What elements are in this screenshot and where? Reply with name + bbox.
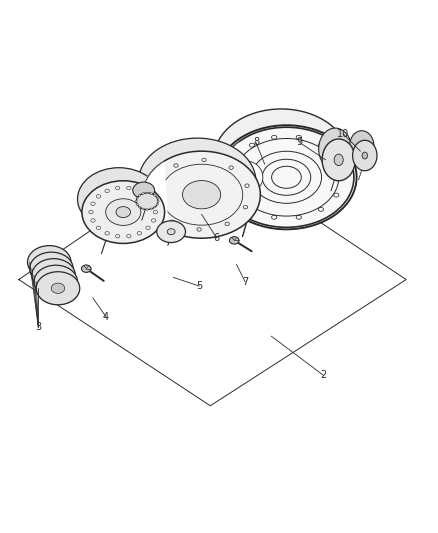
Ellipse shape (143, 151, 260, 238)
Ellipse shape (127, 187, 131, 190)
Text: 4: 4 (103, 312, 109, 321)
Ellipse shape (82, 181, 165, 244)
Ellipse shape (322, 139, 355, 181)
Ellipse shape (105, 189, 110, 192)
Ellipse shape (136, 197, 138, 199)
Ellipse shape (138, 206, 141, 208)
Ellipse shape (362, 152, 367, 159)
Ellipse shape (135, 200, 138, 202)
Ellipse shape (146, 195, 150, 198)
Ellipse shape (139, 198, 152, 207)
Ellipse shape (214, 109, 349, 209)
Ellipse shape (157, 200, 159, 202)
Ellipse shape (146, 208, 148, 211)
Ellipse shape (183, 181, 221, 209)
Ellipse shape (49, 277, 63, 287)
Ellipse shape (32, 259, 75, 292)
Ellipse shape (81, 265, 91, 272)
Ellipse shape (78, 168, 160, 230)
Ellipse shape (136, 204, 138, 205)
Ellipse shape (105, 231, 110, 235)
Text: 9: 9 (297, 138, 303, 148)
Polygon shape (143, 161, 168, 230)
Ellipse shape (146, 226, 150, 230)
Text: 6: 6 (214, 233, 220, 243)
Text: 3: 3 (35, 322, 42, 333)
Ellipse shape (156, 204, 158, 205)
Ellipse shape (150, 208, 152, 209)
Ellipse shape (89, 211, 93, 214)
Ellipse shape (154, 195, 156, 196)
Ellipse shape (156, 197, 158, 199)
Ellipse shape (353, 140, 377, 171)
Ellipse shape (167, 229, 175, 235)
Ellipse shape (30, 252, 73, 285)
Ellipse shape (137, 231, 141, 235)
Ellipse shape (91, 202, 95, 206)
Text: 2: 2 (320, 370, 327, 381)
Ellipse shape (91, 219, 95, 222)
Text: 5: 5 (196, 281, 202, 291)
Ellipse shape (138, 195, 141, 196)
Ellipse shape (334, 154, 343, 166)
Ellipse shape (36, 272, 80, 305)
Ellipse shape (47, 270, 60, 280)
Text: 7: 7 (242, 277, 248, 287)
Ellipse shape (28, 246, 71, 279)
Ellipse shape (106, 199, 141, 225)
Ellipse shape (154, 206, 156, 208)
Ellipse shape (152, 219, 156, 222)
Text: 10: 10 (337, 129, 349, 139)
Ellipse shape (133, 182, 155, 199)
Ellipse shape (230, 237, 239, 244)
Polygon shape (219, 142, 239, 213)
Ellipse shape (136, 193, 158, 209)
Ellipse shape (142, 193, 144, 195)
Ellipse shape (142, 208, 144, 209)
Ellipse shape (152, 202, 156, 206)
Ellipse shape (137, 189, 141, 192)
Ellipse shape (350, 131, 374, 161)
Ellipse shape (127, 235, 131, 238)
Ellipse shape (319, 128, 352, 170)
Ellipse shape (219, 127, 354, 228)
Ellipse shape (153, 211, 158, 214)
Ellipse shape (146, 192, 148, 194)
Ellipse shape (42, 257, 56, 267)
Ellipse shape (157, 221, 185, 243)
Ellipse shape (34, 265, 78, 298)
Ellipse shape (96, 226, 101, 230)
Ellipse shape (150, 193, 152, 195)
Text: 8: 8 (253, 138, 259, 148)
Ellipse shape (116, 187, 120, 190)
Ellipse shape (138, 138, 256, 225)
Ellipse shape (96, 195, 101, 198)
Ellipse shape (116, 235, 120, 238)
Ellipse shape (229, 161, 263, 193)
Ellipse shape (51, 283, 65, 293)
Ellipse shape (116, 207, 131, 217)
Ellipse shape (45, 263, 58, 274)
